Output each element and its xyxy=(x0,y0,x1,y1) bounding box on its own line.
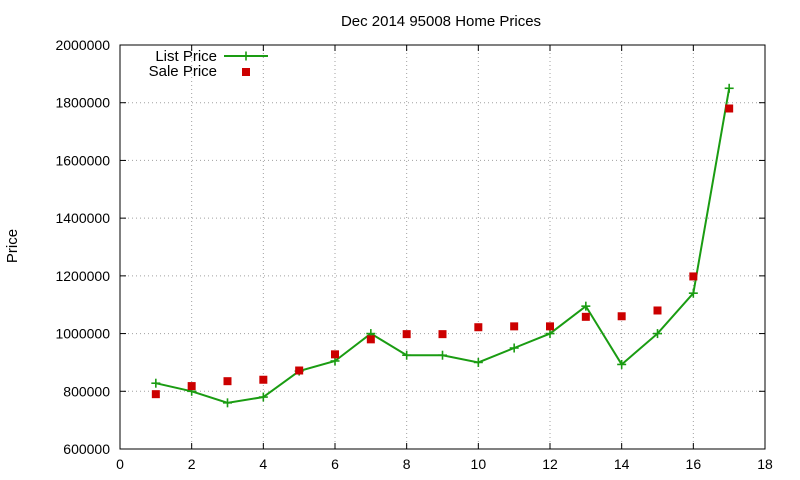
y-tick-label: 1400000 xyxy=(55,210,110,226)
x-tick-label: 18 xyxy=(757,456,773,472)
y-tick-label: 2000000 xyxy=(55,37,110,53)
data-point-sale-price xyxy=(581,312,590,321)
data-point-list-price xyxy=(653,329,662,339)
data-point-sale-price xyxy=(474,323,483,332)
x-tick-label: 6 xyxy=(331,456,339,472)
legend-marker-sale-price xyxy=(242,68,250,76)
y-tick-label: 600000 xyxy=(63,441,110,457)
data-point-list-price xyxy=(473,357,483,367)
data-point-sale-price xyxy=(402,330,411,339)
data-point-list-price xyxy=(223,398,232,408)
legend-label-sale-price: Sale Price xyxy=(149,63,217,80)
data-point-sale-price xyxy=(546,322,554,331)
plot-border xyxy=(119,44,766,450)
data-point-sale-price xyxy=(295,366,304,375)
data-point-sale-price xyxy=(617,312,626,321)
data-point-list-price xyxy=(509,343,519,353)
data-point-sale-price xyxy=(725,104,734,113)
x-tick-label: 2 xyxy=(188,456,196,472)
y-tick-label: 800000 xyxy=(63,383,110,399)
legend-marker-list-price xyxy=(241,51,251,61)
grid xyxy=(120,45,765,449)
x-tick-label: 12 xyxy=(542,456,558,472)
data-point-sale-price xyxy=(366,335,375,344)
data-point-list-price xyxy=(617,359,627,369)
axes: 0 2 4 6 8 10 12 14 16 18 600000 800000 1000000 120000… xyxy=(55,37,773,472)
data-point-list-price xyxy=(688,288,698,298)
data-point-list-price xyxy=(581,301,591,311)
data-point-sale-price xyxy=(151,390,160,399)
y-axis-label: Price xyxy=(4,229,21,263)
data-point-sale-price xyxy=(223,377,232,386)
data-point-list-price xyxy=(151,378,161,388)
y-tick-label: 1600000 xyxy=(55,152,110,168)
data-point-list-price xyxy=(724,83,734,93)
data-point-list-price xyxy=(402,350,412,360)
x-tick-label: 0 xyxy=(116,456,124,472)
x-tick-label: 4 xyxy=(259,456,267,472)
data-point-sale-price xyxy=(689,272,698,281)
chart-title: Dec 2014 95008 Home Prices xyxy=(341,13,541,30)
data-point-list-price xyxy=(545,329,555,339)
y-tick-label: 1200000 xyxy=(55,268,110,284)
data-point-sale-price xyxy=(331,350,339,359)
legend: List Price Sale Price xyxy=(149,48,268,80)
x-tick-label: 14 xyxy=(614,456,630,472)
series xyxy=(151,83,734,408)
data-point-list-price xyxy=(258,392,268,402)
legend-label-list-price: List Price xyxy=(155,48,217,65)
data-point-sale-price xyxy=(259,375,268,384)
data-point-sale-price xyxy=(187,382,196,391)
data-point-sale-price xyxy=(510,322,519,331)
x-tick-label: 10 xyxy=(471,456,487,472)
data-point-sale-price xyxy=(438,330,447,339)
x-tick-label: 8 xyxy=(403,456,411,472)
x-tick-label: 16 xyxy=(686,456,702,472)
data-point-list-price xyxy=(438,350,447,360)
y-tick-label: 1000000 xyxy=(55,326,110,342)
data-point-sale-price xyxy=(653,306,662,315)
y-tick-label: 1800000 xyxy=(55,95,110,111)
